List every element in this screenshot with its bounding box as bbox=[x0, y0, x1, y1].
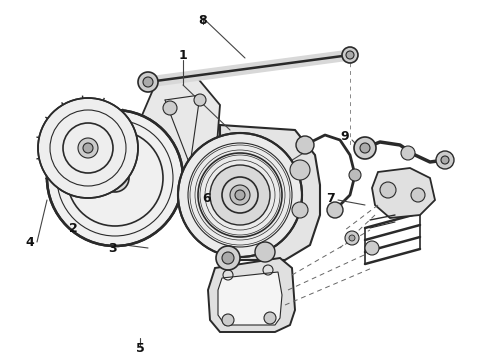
Circle shape bbox=[194, 94, 206, 106]
Circle shape bbox=[38, 98, 138, 198]
Polygon shape bbox=[60, 120, 81, 141]
Polygon shape bbox=[99, 148, 123, 159]
Text: 8: 8 bbox=[198, 14, 207, 27]
Circle shape bbox=[349, 169, 361, 181]
Circle shape bbox=[360, 143, 370, 153]
Circle shape bbox=[296, 136, 314, 154]
Circle shape bbox=[349, 235, 355, 241]
Circle shape bbox=[436, 151, 454, 169]
Polygon shape bbox=[68, 158, 84, 181]
Polygon shape bbox=[140, 75, 220, 175]
Circle shape bbox=[411, 188, 425, 202]
Circle shape bbox=[346, 51, 354, 59]
Circle shape bbox=[101, 164, 129, 192]
Text: 4: 4 bbox=[25, 235, 34, 248]
Text: 7: 7 bbox=[326, 192, 334, 204]
Text: 9: 9 bbox=[341, 130, 349, 143]
Polygon shape bbox=[77, 113, 88, 136]
Circle shape bbox=[143, 77, 153, 87]
Text: 2: 2 bbox=[69, 221, 77, 234]
Circle shape bbox=[230, 185, 250, 205]
Circle shape bbox=[111, 174, 119, 182]
Text: 1: 1 bbox=[179, 49, 187, 62]
Circle shape bbox=[354, 137, 376, 159]
Circle shape bbox=[83, 143, 93, 153]
Text: 3: 3 bbox=[108, 242, 116, 255]
Polygon shape bbox=[95, 155, 116, 176]
Circle shape bbox=[327, 202, 343, 218]
Circle shape bbox=[401, 146, 415, 160]
Circle shape bbox=[222, 252, 234, 264]
Circle shape bbox=[178, 133, 302, 257]
Circle shape bbox=[216, 246, 240, 270]
Circle shape bbox=[47, 110, 183, 246]
Circle shape bbox=[235, 190, 245, 200]
Circle shape bbox=[290, 160, 310, 180]
Polygon shape bbox=[55, 152, 78, 168]
Polygon shape bbox=[220, 125, 320, 260]
Circle shape bbox=[202, 156, 214, 168]
Circle shape bbox=[441, 156, 449, 164]
Circle shape bbox=[292, 202, 308, 218]
Text: 6: 6 bbox=[203, 192, 211, 204]
Text: 5: 5 bbox=[136, 342, 145, 356]
Circle shape bbox=[222, 314, 234, 326]
Circle shape bbox=[163, 101, 177, 115]
Circle shape bbox=[342, 47, 358, 63]
Circle shape bbox=[345, 231, 359, 245]
Polygon shape bbox=[98, 127, 122, 144]
Polygon shape bbox=[88, 159, 99, 183]
Polygon shape bbox=[208, 258, 295, 332]
Circle shape bbox=[365, 241, 379, 255]
Circle shape bbox=[138, 72, 158, 92]
Circle shape bbox=[380, 182, 396, 198]
Polygon shape bbox=[372, 168, 435, 218]
Circle shape bbox=[255, 242, 275, 262]
Circle shape bbox=[264, 312, 276, 324]
Polygon shape bbox=[218, 272, 282, 325]
Polygon shape bbox=[92, 115, 109, 138]
Circle shape bbox=[210, 165, 270, 225]
Polygon shape bbox=[53, 137, 76, 148]
Circle shape bbox=[78, 138, 98, 158]
